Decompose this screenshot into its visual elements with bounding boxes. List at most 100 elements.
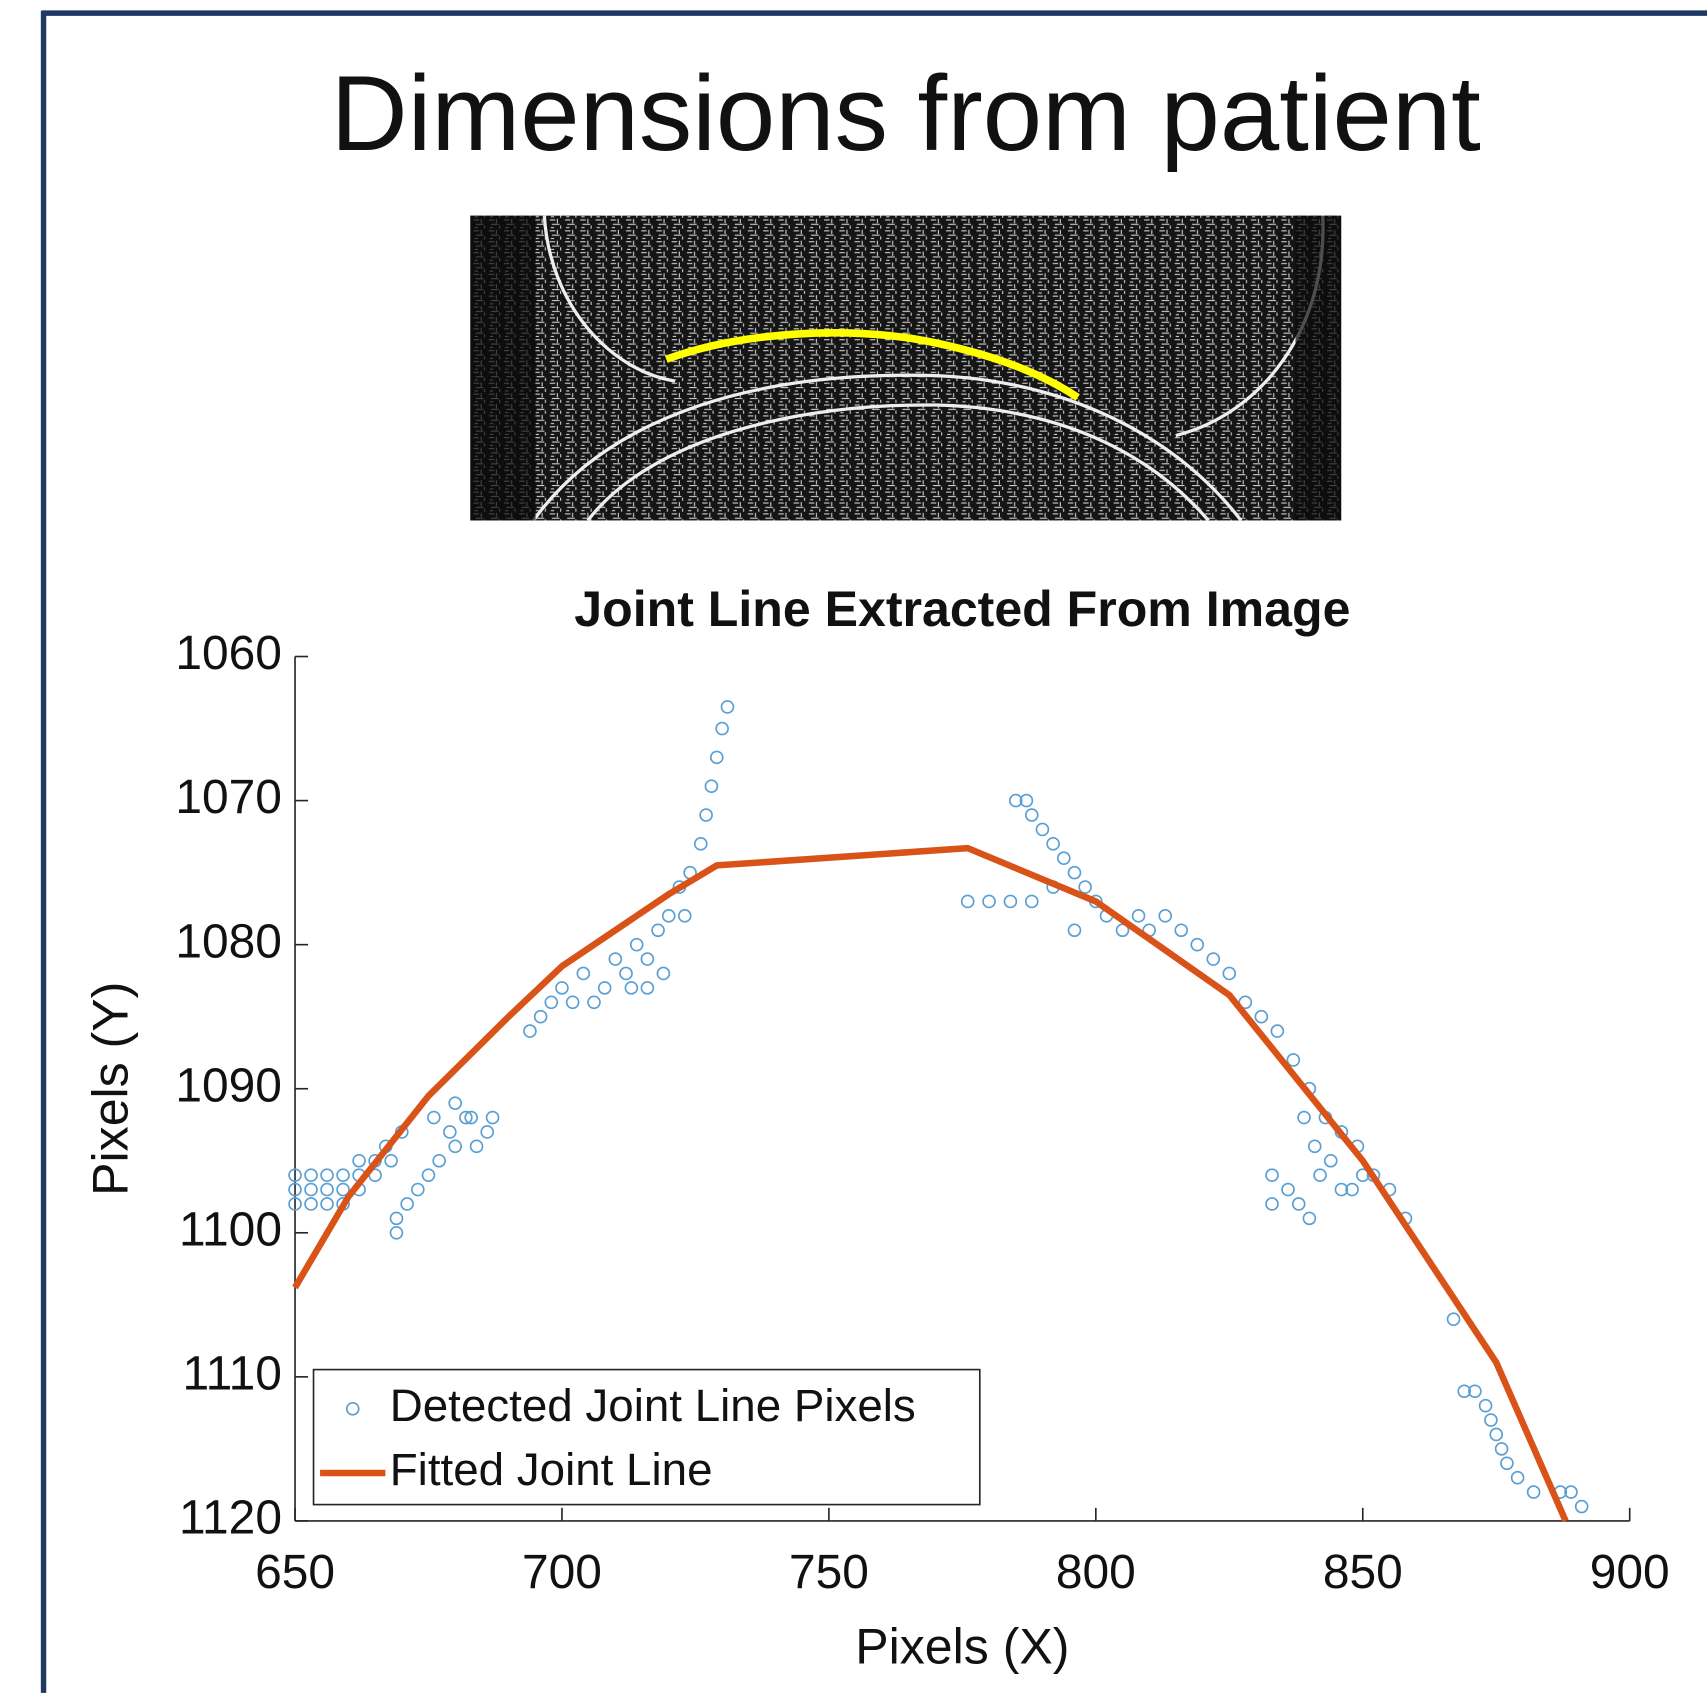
x-tick-label: 750 bbox=[789, 1546, 869, 1599]
scatter-point bbox=[1207, 953, 1219, 965]
scatter-point bbox=[390, 1227, 402, 1239]
scatter-point bbox=[390, 1212, 402, 1224]
scatter-point bbox=[567, 996, 579, 1008]
scatter-point bbox=[705, 780, 717, 792]
scatter-point bbox=[721, 701, 733, 713]
scatter-point bbox=[1528, 1486, 1540, 1498]
scatter-point bbox=[1058, 852, 1070, 864]
scatter-point bbox=[1266, 1198, 1278, 1210]
scatter-point bbox=[1004, 895, 1016, 907]
scatter-point bbox=[962, 895, 974, 907]
scatter-point bbox=[599, 982, 611, 994]
legend-label: Detected Joint Line Pixels bbox=[390, 1380, 916, 1431]
scatter-point bbox=[716, 723, 728, 735]
x-axis-label: Pixels (X) bbox=[855, 1619, 1069, 1675]
scatter-point bbox=[983, 895, 995, 907]
scatter-point bbox=[1287, 1054, 1299, 1066]
scatter-point bbox=[1485, 1414, 1497, 1426]
scatter-point bbox=[305, 1198, 317, 1210]
legend-label: Fitted Joint Line bbox=[390, 1444, 713, 1495]
y-tick-label: 1120 bbox=[179, 1492, 282, 1545]
scatter-point bbox=[652, 924, 664, 936]
scatter-point bbox=[1159, 910, 1171, 922]
scatter-point bbox=[588, 996, 600, 1008]
scatter-point bbox=[641, 982, 653, 994]
scatter-point bbox=[1026, 895, 1038, 907]
scatter-point bbox=[444, 1126, 456, 1138]
scatter-point bbox=[401, 1198, 413, 1210]
scatter-point bbox=[433, 1155, 445, 1167]
chart-title: Joint Line Extracted From Image bbox=[574, 581, 1350, 637]
scatter-point bbox=[1079, 881, 1091, 893]
scatter-point bbox=[545, 996, 557, 1008]
slide: Dimensions from patient Joint Line Extra… bbox=[0, 0, 1707, 1693]
scatter-point bbox=[679, 910, 691, 922]
scatter-point bbox=[385, 1155, 397, 1167]
scatter-point bbox=[625, 982, 637, 994]
scatter-point bbox=[1036, 823, 1048, 835]
scatter-point bbox=[695, 838, 707, 850]
y-tick-label: 1060 bbox=[175, 627, 282, 680]
scatter-point bbox=[305, 1184, 317, 1196]
scatter-point bbox=[1191, 939, 1203, 951]
scatter-point bbox=[700, 809, 712, 821]
scatter-point bbox=[1282, 1184, 1294, 1196]
scatter-point bbox=[1576, 1501, 1588, 1513]
y-axis-label: Pixels (Y) bbox=[83, 982, 139, 1196]
scatter-point bbox=[1448, 1313, 1460, 1325]
x-tick-label: 800 bbox=[1056, 1546, 1136, 1599]
x-tick-label: 700 bbox=[522, 1546, 602, 1599]
scatter-point bbox=[1255, 1011, 1267, 1023]
scatter-point bbox=[609, 953, 621, 965]
scatter-point bbox=[1298, 1112, 1310, 1124]
scatter-point bbox=[524, 1025, 536, 1037]
scatter-point bbox=[481, 1126, 493, 1138]
scatter-point bbox=[1293, 1198, 1305, 1210]
legend: Detected Joint Line Pixels Fitted Joint L… bbox=[314, 1370, 980, 1505]
scatter-point bbox=[1501, 1457, 1513, 1469]
scatter-point bbox=[711, 751, 723, 763]
scatter-point bbox=[1133, 910, 1145, 922]
scatter-point bbox=[305, 1169, 317, 1181]
scatter-point bbox=[641, 953, 653, 965]
slide-title: Dimensions from patient bbox=[331, 53, 1481, 173]
scatter-point bbox=[1068, 924, 1080, 936]
scatter-point bbox=[1303, 1212, 1315, 1224]
x-tick-label: 650 bbox=[255, 1546, 335, 1599]
page: {"slide_title": "Dimensions from patient… bbox=[0, 0, 1707, 1693]
scatter-point bbox=[1325, 1155, 1337, 1167]
y-tick-label: 1100 bbox=[179, 1203, 282, 1256]
scatter-point bbox=[1047, 838, 1059, 850]
x-tick-label: 850 bbox=[1323, 1546, 1403, 1599]
scatter-point bbox=[556, 982, 568, 994]
x-tick-label: 900 bbox=[1590, 1546, 1670, 1599]
xray-image bbox=[470, 216, 1341, 521]
y-tick-label: 1110 bbox=[183, 1348, 282, 1401]
scatter-point bbox=[663, 910, 675, 922]
scatter-point bbox=[1496, 1443, 1508, 1455]
scatter-point bbox=[321, 1184, 333, 1196]
scatter-point bbox=[1309, 1140, 1321, 1152]
scatter-point bbox=[1490, 1428, 1502, 1440]
scatter-point bbox=[1223, 967, 1235, 979]
scatter-point bbox=[1026, 809, 1038, 821]
scatter-point bbox=[471, 1140, 483, 1152]
scatter-point bbox=[423, 1169, 435, 1181]
scatter-point bbox=[657, 967, 669, 979]
scatter-point bbox=[535, 1011, 547, 1023]
y-tick-label: 1080 bbox=[175, 915, 282, 968]
scatter-point bbox=[631, 939, 643, 951]
scatter-point bbox=[353, 1155, 365, 1167]
scatter-point bbox=[1266, 1169, 1278, 1181]
scatter-point bbox=[1271, 1025, 1283, 1037]
scatter-point bbox=[1480, 1400, 1492, 1412]
scatter-point bbox=[1512, 1472, 1524, 1484]
scatter-point bbox=[449, 1140, 461, 1152]
y-tick-label: 1090 bbox=[175, 1059, 282, 1112]
scatter-point bbox=[1068, 867, 1080, 879]
scatter-point bbox=[620, 967, 632, 979]
scatter-point bbox=[412, 1184, 424, 1196]
scatter-point bbox=[321, 1169, 333, 1181]
scatter-point bbox=[428, 1112, 440, 1124]
scatter-point bbox=[1314, 1169, 1326, 1181]
